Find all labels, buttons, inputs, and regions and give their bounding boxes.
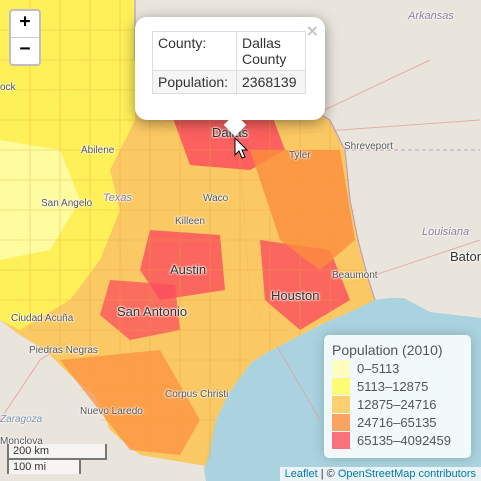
- legend-swatch: [332, 432, 350, 449]
- label-abilene: Abilene: [81, 145, 115, 156]
- popup-county-key: County:: [152, 31, 237, 71]
- label-tyler: Tyler: [289, 150, 311, 161]
- label-louisiana: Louisiana: [422, 226, 470, 238]
- label-ciudad-acuna: Ciudad Acuña: [11, 313, 74, 324]
- popup-close-button[interactable]: ×: [305, 21, 319, 40]
- label-arkansas: Arkansas: [408, 10, 454, 22]
- popup-row-county: County: Dallas County: [152, 31, 306, 71]
- label-san-angelo: San Angelo: [41, 198, 93, 209]
- zoom-out-button[interactable]: −: [11, 37, 39, 64]
- popup-population-key: Population:: [152, 70, 237, 94]
- legend-item-label: 5113–12875: [357, 379, 429, 394]
- legend-item-label: 0–5113: [357, 361, 400, 376]
- mouse-cursor: [234, 136, 249, 159]
- label-houston: Houston: [271, 288, 320, 303]
- legend-swatch: [332, 396, 350, 413]
- legend-item: 5113–12875: [332, 378, 428, 395]
- legend-swatch: [332, 414, 350, 431]
- label-san-antonio: San Antonio: [117, 304, 188, 319]
- zoom-in-button[interactable]: +: [19, 11, 31, 32]
- legend-item: 24716–65135: [332, 414, 437, 431]
- popup-table: County: Dallas County Population: 236813…: [152, 31, 306, 94]
- county-popup: × County: Dallas County Population: 2368…: [135, 17, 325, 137]
- osm-link[interactable]: OpenStreetMap contributors: [337, 468, 476, 480]
- label-beaumont: Beaumont: [332, 270, 378, 281]
- label-monclova: Monclova: [0, 436, 43, 447]
- legend-item-label: 12875–24716: [357, 397, 437, 412]
- label-piedras-negras: Piedras Negras: [29, 345, 98, 356]
- scale-control: 200 km 100 mi: [7, 444, 107, 474]
- label-texas: Texas: [103, 192, 132, 204]
- popup-row-population: Population: 2368139: [152, 70, 306, 94]
- label-austin: Austin: [170, 262, 207, 277]
- attribution: Leaflet | © OpenStreetMap contributors: [279, 467, 481, 481]
- legend-item: 65135–4092459: [332, 432, 451, 449]
- legend-item-label: 65135–4092459: [357, 433, 451, 448]
- label-corpus-christi: Corpus Christi: [165, 389, 229, 400]
- label-killeen: Killeen: [175, 216, 206, 227]
- attribution-separator: | ©: [317, 468, 338, 480]
- leaflet-link[interactable]: Leaflet: [284, 468, 318, 480]
- legend-swatch: [332, 360, 350, 377]
- austin-core: [140, 230, 225, 300]
- legend-item: 0–5113: [332, 360, 399, 377]
- popup-county-value: Dallas County: [236, 31, 306, 71]
- label-nuevo-laredo: Nuevo Laredo: [80, 406, 143, 417]
- label-baton: Baton: [450, 249, 481, 264]
- legend-title: Population (2010): [332, 342, 443, 358]
- zoom-control: + −: [9, 9, 41, 66]
- scale-mi: 100 mi: [7, 458, 81, 474]
- legend-item-label: 24716–65135: [357, 415, 437, 430]
- label-shreveport: Shreveport: [344, 141, 393, 152]
- county-grid: [0, 0, 365, 460]
- label-zaragoza: Zaragoza: [0, 414, 43, 425]
- south-texas: [60, 350, 200, 455]
- legend-swatch: [332, 378, 350, 395]
- legend: Population (2010) 0–5113 5113–12875 1287…: [324, 335, 471, 458]
- label-waco: Waco: [203, 193, 229, 204]
- legend-item: 12875–24716: [332, 396, 437, 413]
- label-ock: ock: [0, 82, 16, 93]
- popup-population-value: 2368139: [236, 70, 306, 94]
